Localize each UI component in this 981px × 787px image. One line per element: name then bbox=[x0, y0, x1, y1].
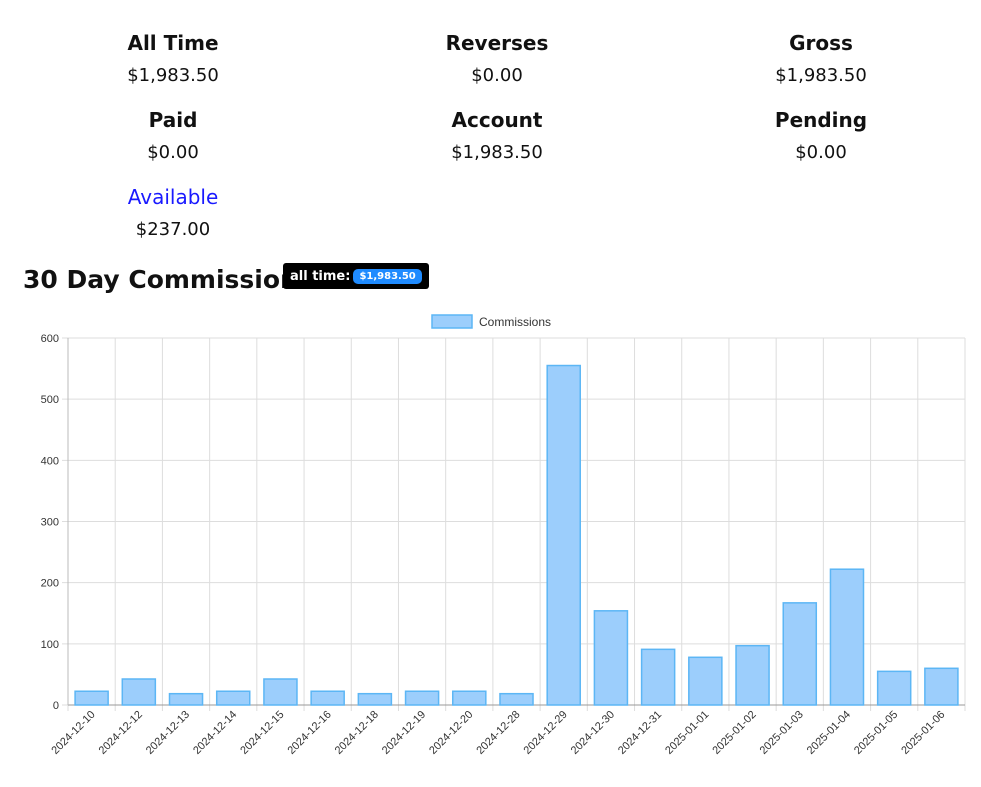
stat-label: Reverses bbox=[445, 31, 549, 55]
stat-label: Gross bbox=[789, 31, 853, 55]
y-tick-label: 400 bbox=[41, 455, 59, 467]
badge-value: $1,983.50 bbox=[353, 268, 422, 284]
stat-gross: Gross $1,983.50 bbox=[671, 30, 971, 88]
x-tick-label: 2025-01-02 bbox=[710, 709, 758, 757]
bar bbox=[215, 690, 251, 706]
legend-swatch bbox=[431, 314, 473, 329]
y-tick-label: 100 bbox=[41, 639, 59, 651]
y-tick-label: 300 bbox=[41, 517, 59, 529]
all-time-badge: all time: $1,983.50 bbox=[283, 263, 429, 289]
stat-value: $237.00 bbox=[135, 219, 211, 240]
bar bbox=[404, 690, 440, 706]
x-tick-label: 2024-12-10 bbox=[49, 709, 97, 757]
stat-label: Paid bbox=[148, 108, 198, 132]
bar bbox=[74, 690, 109, 706]
x-tick-label: 2024-12-28 bbox=[474, 709, 522, 757]
x-tick-label: 2024-12-13 bbox=[144, 709, 192, 757]
x-tick-label: 2024-12-30 bbox=[569, 709, 617, 757]
bar bbox=[829, 568, 865, 706]
x-tick-label: 2024-12-31 bbox=[616, 709, 664, 757]
stat-value: $0.00 bbox=[795, 142, 847, 163]
bar bbox=[782, 602, 818, 706]
stat-available: Available $237.00 bbox=[23, 184, 323, 242]
x-tick-label: 2024-12-18 bbox=[333, 709, 381, 757]
stat-reverses: Reverses $0.00 bbox=[347, 30, 647, 88]
bar bbox=[499, 692, 534, 706]
stat-account: Account $1,983.50 bbox=[347, 107, 647, 165]
bar bbox=[593, 610, 629, 706]
bar bbox=[263, 678, 298, 706]
x-tick-label: 2025-01-06 bbox=[899, 709, 947, 757]
x-tick-label: 2025-01-01 bbox=[663, 709, 711, 757]
stat-value: $1,983.50 bbox=[775, 65, 867, 86]
stat-value: $0.00 bbox=[147, 142, 199, 163]
bar bbox=[452, 690, 487, 706]
bar bbox=[168, 692, 204, 706]
bar bbox=[924, 667, 959, 706]
x-tick-label: 2024-12-12 bbox=[97, 709, 145, 757]
stat-all-time: All Time $1,983.50 bbox=[23, 30, 323, 88]
x-tick-label: 2025-01-03 bbox=[758, 709, 806, 757]
y-tick-label: 200 bbox=[41, 578, 59, 590]
y-tick-label: 600 bbox=[41, 333, 59, 345]
x-tick-label: 2024-12-16 bbox=[285, 709, 333, 757]
stat-pending: Pending $0.00 bbox=[671, 107, 971, 165]
stat-value: $0.00 bbox=[471, 65, 523, 86]
bar bbox=[876, 670, 912, 706]
bar bbox=[310, 690, 345, 706]
x-tick-label: 2025-01-05 bbox=[852, 709, 900, 757]
stat-value: $1,983.50 bbox=[451, 142, 543, 163]
bar bbox=[688, 656, 723, 706]
y-tick-label: 500 bbox=[41, 394, 59, 406]
legend-label: Commissions bbox=[479, 315, 551, 329]
bar bbox=[357, 692, 393, 706]
stat-label: Available bbox=[127, 185, 219, 209]
bar bbox=[121, 678, 157, 706]
x-tick-label: 2024-12-15 bbox=[238, 709, 286, 757]
badge-label: all time: bbox=[290, 268, 351, 284]
section-title: 30 Day Commissions bbox=[23, 265, 313, 294]
bar bbox=[546, 364, 581, 706]
bar bbox=[640, 648, 676, 706]
y-tick-label: 0 bbox=[53, 700, 59, 712]
x-tick-label: 2025-01-04 bbox=[805, 709, 853, 757]
stat-label: Pending bbox=[774, 108, 868, 132]
stat-value: $1,983.50 bbox=[127, 65, 219, 86]
x-tick-label: 2024-12-20 bbox=[427, 709, 475, 757]
stat-paid: Paid $0.00 bbox=[23, 107, 323, 165]
bar bbox=[735, 644, 770, 706]
x-tick-label: 2024-12-14 bbox=[191, 709, 239, 757]
commissions-chart: 01002003004005006002024-12-102024-12-122… bbox=[41, 314, 966, 757]
stat-label: All Time bbox=[127, 31, 219, 55]
stat-label: Account bbox=[451, 108, 543, 132]
x-tick-label: 2024-12-29 bbox=[522, 709, 570, 757]
x-tick-label: 2024-12-19 bbox=[380, 709, 428, 757]
